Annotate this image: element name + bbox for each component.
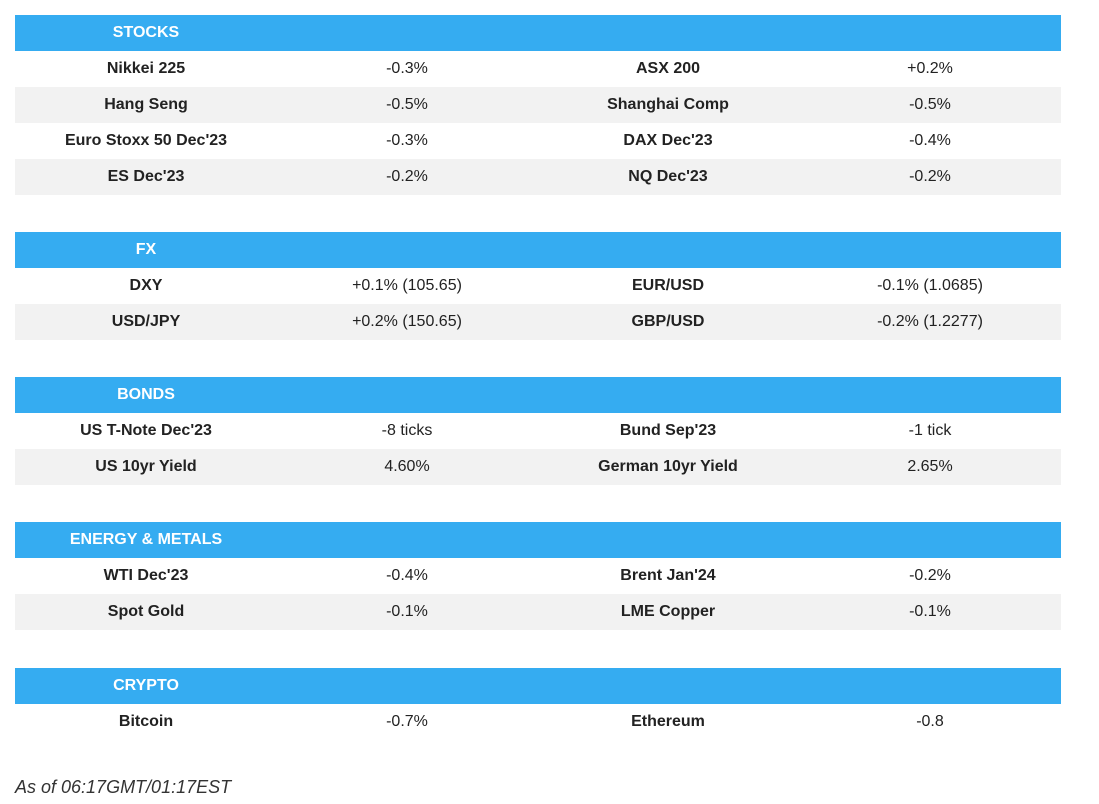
instrument-name: Shanghai Comp: [607, 96, 729, 113]
instrument-change: -0.5%: [909, 96, 951, 113]
instrument-name: DAX Dec'23: [623, 132, 713, 149]
instrument-change: -0.2%: [909, 567, 951, 584]
energy-metals-section: ENERGY & METALS WTI Dec'23 -0.4% Brent J…: [15, 522, 1061, 630]
instrument-change: -0.2%: [909, 168, 951, 185]
instrument-name: Spot Gold: [107, 603, 185, 620]
instrument-change: -0.4%: [386, 567, 428, 584]
instrument-change: -0.3%: [386, 60, 428, 77]
section-title: STOCKS: [112, 24, 180, 41]
instrument-change: -0.4%: [909, 132, 951, 149]
instrument-name: Ethereum: [631, 713, 705, 730]
instrument-change: -0.1%: [386, 603, 428, 620]
instrument-name: LME Copper: [620, 603, 716, 620]
instrument-name: Hang Seng: [104, 96, 188, 113]
section-title: CRYPTO: [113, 677, 179, 694]
crypto-section: CRYPTO Bitcoin -0.7% Ethereum -0.8: [15, 668, 1061, 740]
instrument-name: Bitcoin: [118, 713, 174, 730]
stocks-section: STOCKS Nikkei 225 -0.3% ASX 200 +0.2% Ha…: [15, 15, 1061, 195]
timestamp-footer: As of 06:17GMT/01:17EST: [15, 777, 232, 797]
instrument-name: NQ Dec'23: [628, 168, 708, 185]
instrument-change: -0.2% (1.2277): [877, 313, 983, 330]
instrument-change: +0.2% (150.65): [352, 313, 462, 330]
table-row: Bitcoin -0.7% Ethereum -0.8: [15, 704, 1061, 740]
table-row: DXY +0.1% (105.65) EUR/USD -0.1% (1.0685…: [15, 268, 1061, 304]
instrument-name: GBP/USD: [631, 313, 705, 330]
instrument-name: EUR/USD: [631, 277, 704, 294]
bonds-section: BONDS US T-Note Dec'23 -8 ticks Bund Sep…: [15, 377, 1061, 485]
instrument-name: Euro Stoxx 50 Dec'23: [64, 132, 228, 149]
instrument-name: Brent Jan'24: [620, 567, 716, 584]
instrument-change: -8 ticks: [381, 422, 433, 439]
table-row: US 10yr Yield 4.60% German 10yr Yield 2.…: [15, 449, 1061, 485]
table-row: Spot Gold -0.1% LME Copper -0.1%: [15, 594, 1061, 630]
instrument-change: -0.1%: [909, 603, 951, 620]
table-row: USD/JPY +0.2% (150.65) GBP/USD -0.2% (1.…: [15, 304, 1061, 340]
instrument-name: US 10yr Yield: [95, 458, 197, 475]
instrument-change: -0.8: [916, 713, 944, 730]
section-header: ENERGY & METALS: [15, 522, 1061, 558]
instrument-name: Bund Sep'23: [619, 422, 717, 439]
instrument-change: +0.2%: [907, 60, 953, 77]
instrument-name: ASX 200: [635, 60, 701, 77]
table-row: ES Dec'23 -0.2% NQ Dec'23 -0.2%: [15, 159, 1061, 195]
instrument-change: 4.60%: [384, 458, 430, 475]
table-row: Hang Seng -0.5% Shanghai Comp -0.5%: [15, 87, 1061, 123]
section-title: FX: [135, 241, 157, 258]
table-row: Nikkei 225 -0.3% ASX 200 +0.2%: [15, 51, 1061, 87]
section-header: STOCKS: [15, 15, 1061, 51]
instrument-name: Nikkei 225: [106, 60, 186, 77]
instrument-change: -0.2%: [386, 168, 428, 185]
instrument-name: US T-Note Dec'23: [80, 422, 212, 439]
instrument-name: DXY: [129, 277, 163, 294]
table-row: WTI Dec'23 -0.4% Brent Jan'24 -0.2%: [15, 558, 1061, 594]
table-row: US T-Note Dec'23 -8 ticks Bund Sep'23 -1…: [15, 413, 1061, 449]
section-title: ENERGY & METALS: [69, 531, 223, 548]
fx-section: FX DXY +0.1% (105.65) EUR/USD -0.1% (1.0…: [15, 232, 1061, 340]
instrument-change: +0.1% (105.65): [352, 277, 462, 294]
instrument-change: -0.7%: [386, 713, 428, 730]
instrument-name: German 10yr Yield: [598, 458, 738, 475]
instrument-name: ES Dec'23: [107, 168, 185, 185]
section-header: BONDS: [15, 377, 1061, 413]
section-title: BONDS: [117, 386, 175, 403]
table-row: Euro Stoxx 50 Dec'23 -0.3% DAX Dec'23 -0…: [15, 123, 1061, 159]
instrument-name: USD/JPY: [111, 313, 181, 330]
instrument-change: -0.1% (1.0685): [877, 277, 983, 294]
instrument-change: -1 tick: [908, 422, 952, 439]
instrument-change: -0.5%: [386, 96, 428, 113]
instrument-change: 2.65%: [907, 458, 953, 475]
section-header: CRYPTO: [15, 668, 1061, 704]
instrument-change: -0.3%: [386, 132, 428, 149]
instrument-name: WTI Dec'23: [103, 567, 189, 584]
section-header: FX: [15, 232, 1061, 268]
